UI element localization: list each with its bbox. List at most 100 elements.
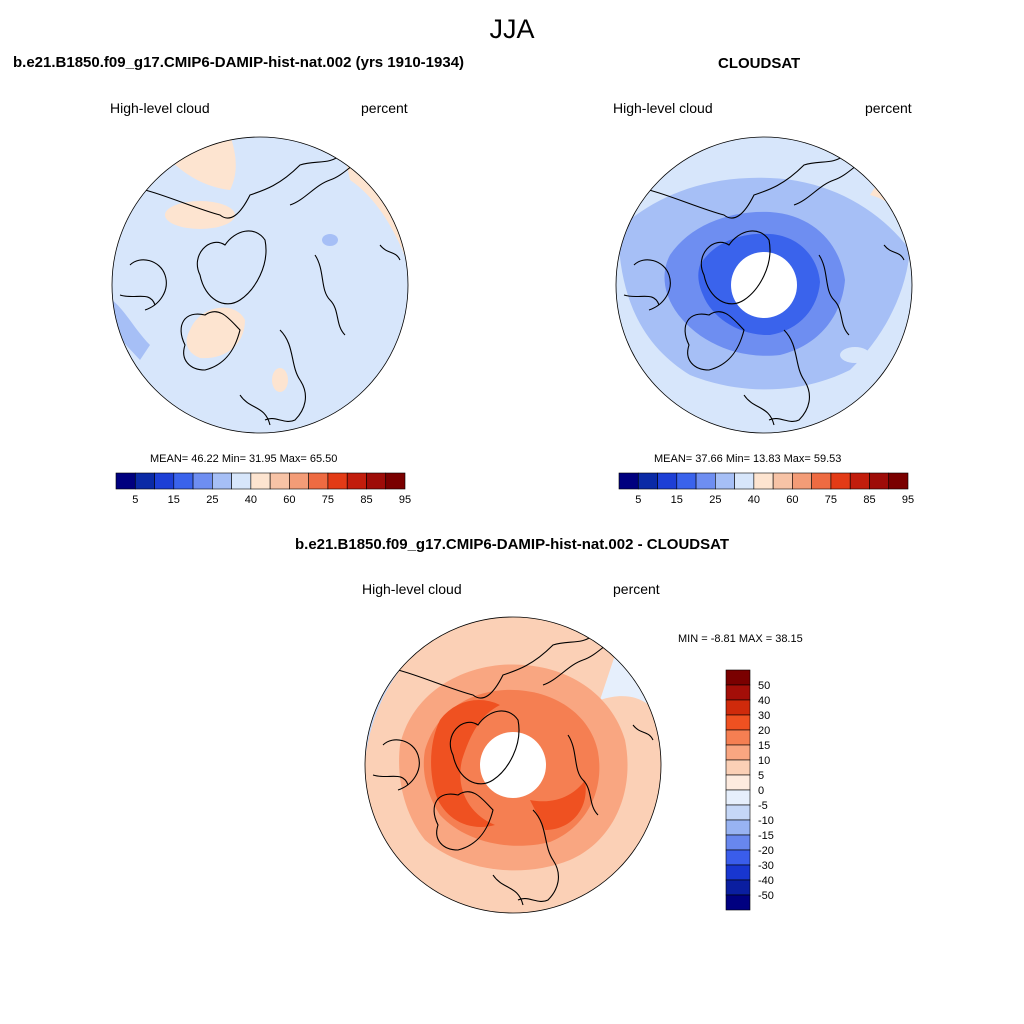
colorbar-tick-label: -40 [758,875,774,887]
colorbar-right: 5 15 25 40 60 75 85 95 [618,472,914,506]
colorbar-swatch [792,472,812,490]
colorbar-tick-label: -50 [758,890,774,902]
colorbar-swatch [725,714,751,731]
colorbar-swatch [715,472,735,490]
colorbar-swatch [154,472,175,490]
colorbar-swatch [192,472,213,490]
colorbar-swatch [725,669,751,686]
colorbar-tick-label: 95 [902,494,914,506]
no-data-pole [731,252,797,318]
colorbar-swatch [725,864,751,881]
stats-right: MEAN= 37.66 Min= 13.83 Max= 59.53 [654,453,842,465]
map-field-base [112,137,408,433]
colorbar-tick-label: 15 [671,494,683,506]
no-data-pole [480,732,546,798]
colorbar-swatch [308,472,329,490]
colorbar-swatch [657,472,678,490]
colorbar-tick-label: -10 [758,815,774,827]
colorbar-swatch [734,472,755,490]
colorbar-tick-label: 60 [283,494,295,506]
cool-region-west [112,300,150,360]
colorbar-swatch [366,472,387,490]
colorbar-swatch [115,472,136,490]
colorbar-swatch [173,472,194,490]
colorbar-swatch [676,472,697,490]
colorbar-swatch [725,684,751,701]
colorbar-swatch [849,472,870,490]
colorbar-swatch [772,472,793,490]
colorbar-tick-label: 5 [758,770,764,782]
stats-left: MEAN= 46.22 Min= 31.95 Max= 65.50 [150,453,338,465]
colorbar-tick-label: 15 [168,494,180,506]
anomaly-max-east [530,780,586,830]
colorbar-tick-label: 40 [758,695,770,707]
map-model [111,136,409,434]
panel-title-model: b.e21.B1850.f09_g17.CMIP6-DAMIP-hist-nat… [13,54,465,71]
light-patch [840,347,870,363]
map-difference [364,616,662,914]
colorbar-swatch [327,472,348,490]
cool-region-small [322,234,338,246]
colorbar-tick-label: -20 [758,845,774,857]
colorbar-tick-label: 75 [322,494,334,506]
colorbar-tick-label: 0 [758,785,764,797]
warm-region-nw [165,201,235,229]
variable-label-left: High-level cloud [110,100,210,116]
colorbar-swatch [289,472,309,490]
colorbar-swatch [725,804,751,821]
colorbar-tick-label: 85 [360,494,372,506]
colorbar-tick-label: 25 [206,494,218,506]
colorbar-swatch [695,472,716,490]
colorbar-swatch [725,759,751,776]
colorbar-swatch [830,472,851,490]
colorbar-swatch [725,819,751,836]
colorbar-swatch [725,774,751,791]
colorbar-tick-label: 60 [786,494,798,506]
colorbar-swatch [725,729,751,746]
colorbar-tick-label: 40 [748,494,760,506]
colorbar-tick-label: 20 [758,725,770,737]
colorbar-swatch [811,472,832,490]
colorbar-swatch [869,472,890,490]
colorbar-tick-label: 10 [758,755,770,767]
colorbar-swatch [725,894,751,911]
colorbar-tick-label: -30 [758,860,774,872]
colorbar-tick-label: 25 [709,494,721,506]
map-border [111,136,409,434]
colorbar-swatch [637,472,658,490]
colorbar-swatch [231,472,252,490]
colorbar-tick-label: -15 [758,830,774,842]
colorbar-swatch [618,472,639,490]
colorbar-tick-label: 15 [758,740,770,752]
colorbar-tick-label: 30 [758,710,770,722]
colorbar-left: 5 15 25 40 60 75 85 95 [115,472,411,506]
colorbar-tick-label: 75 [825,494,837,506]
colorbar-swatch [725,879,751,896]
units-label-right: percent [865,100,912,116]
colorbar-swatch [134,472,155,490]
colorbar-swatch [212,472,232,490]
colorbar-swatch [725,834,751,851]
warm-region-small [272,368,288,392]
colorbar-swatch [385,472,406,490]
colorbar-swatch [250,472,271,490]
colorbar-swatch [725,849,751,866]
colorbar-swatch [753,472,774,490]
colorbar-swatch [725,744,751,761]
variable-label-right: High-level cloud [613,100,713,116]
map-border [615,136,913,434]
colorbar-swatch [725,789,751,806]
anomaly-max-west [431,700,500,827]
variable-label-diff: High-level cloud [362,581,462,597]
colorbar-tick-label: 95 [399,494,411,506]
colorbar-swatch [888,472,909,490]
colorbar-tick-label: -5 [758,800,768,812]
colorbar-swatch [725,699,751,716]
colorbar-swatch [346,472,367,490]
units-label-left: percent [361,100,408,116]
colorbar-swatch [269,472,290,490]
map-border [364,616,662,914]
colorbar-tick-label: 5 [132,494,138,506]
